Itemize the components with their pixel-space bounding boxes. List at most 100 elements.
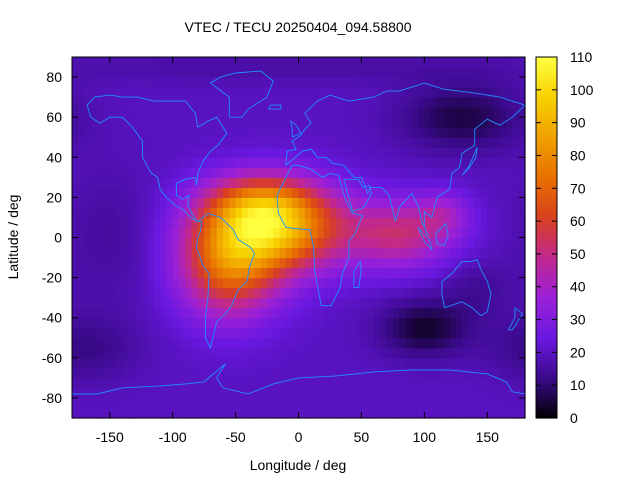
heatmap-cell (506, 397, 514, 409)
heatmap-cell (462, 287, 469, 299)
colorbar-segment (536, 280, 557, 285)
heatmap-cell (399, 377, 407, 389)
heatmap-cell (122, 257, 130, 269)
heatmap-cell (411, 137, 419, 148)
heatmap-cell (424, 267, 432, 279)
heatmap-cell (267, 137, 274, 148)
heatmap-cell (160, 57, 167, 68)
heatmap-cell (134, 257, 142, 269)
heatmap-cell (128, 67, 136, 78)
heatmap-cell (468, 277, 476, 289)
heatmap-cell (279, 267, 287, 279)
heatmap-cell (430, 297, 438, 309)
heatmap-cell (285, 217, 293, 229)
heatmap-cell (153, 107, 161, 118)
heatmap-cell (97, 307, 105, 319)
heatmap-cell (493, 377, 501, 389)
heatmap-cell (267, 157, 274, 168)
colorbar-segment (536, 244, 557, 248)
heatmap-cell (72, 87, 79, 98)
heatmap-cell (97, 217, 105, 229)
heatmap-cell (122, 77, 130, 88)
heatmap-cell (97, 107, 105, 118)
heatmap-cell (84, 367, 92, 379)
heatmap-cell (223, 87, 230, 98)
heatmap-cell (141, 357, 149, 369)
colorbar-segment (536, 355, 557, 360)
heatmap-cell (455, 317, 463, 329)
heatmap-cell (430, 327, 438, 339)
heatmap-cell (386, 337, 394, 349)
heatmap-cell (223, 167, 230, 178)
heatmap-cell (386, 257, 394, 269)
heatmap-cell (185, 187, 193, 198)
heatmap-cell (418, 307, 425, 319)
heatmap-cell (499, 87, 507, 98)
heatmap-cell (279, 107, 287, 118)
heatmap-cell (480, 317, 488, 329)
heatmap-cell (90, 297, 98, 309)
heatmap-cell (298, 347, 306, 359)
heatmap-cell (418, 187, 425, 198)
heatmap-cell (506, 367, 514, 379)
heatmap-cell (311, 97, 318, 108)
heatmap-cell (147, 137, 155, 148)
heatmap-cell (267, 167, 274, 178)
heatmap-cell (178, 397, 186, 409)
heatmap-cell (285, 297, 293, 309)
heatmap-cell (430, 357, 438, 369)
heatmap-cell (185, 327, 193, 339)
heatmap-cell (210, 197, 218, 209)
heatmap-cell (292, 127, 300, 138)
heatmap-cell (518, 247, 526, 259)
heatmap-cell (241, 297, 249, 309)
heatmap-cell (141, 197, 149, 209)
heatmap-cell (399, 57, 407, 68)
heatmap-cell (254, 167, 262, 178)
heatmap-cell (361, 287, 369, 299)
heatmap-cell (185, 57, 193, 68)
heatmap-cell (210, 377, 218, 389)
heatmap-cell (487, 397, 495, 409)
heatmap-cell (204, 147, 212, 158)
colorbar-tick-label: 50 (570, 246, 586, 262)
heatmap-cell (329, 177, 337, 188)
heatmap-cell (512, 317, 520, 329)
heatmap-cell (279, 87, 287, 98)
colorbar-segment (536, 116, 557, 120)
colorbar-segment (536, 345, 557, 350)
heatmap-cell (374, 57, 381, 68)
heatmap-cell (386, 387, 394, 399)
heatmap-cell (223, 377, 230, 389)
heatmap-cell (499, 327, 507, 339)
heatmap-cell (474, 297, 482, 309)
heatmap-cell (480, 217, 488, 229)
heatmap-cell (84, 307, 92, 319)
heatmap-cell (197, 157, 205, 168)
heatmap-cell (323, 217, 331, 229)
heatmap-cell (116, 187, 123, 198)
heatmap-cell (386, 137, 394, 148)
heatmap-cell (84, 197, 92, 209)
heatmap-cell (374, 237, 381, 249)
heatmap-cell (380, 67, 388, 78)
heatmap-cell (374, 67, 381, 78)
heatmap-cell (512, 277, 520, 289)
coastline-australia (441, 259, 492, 317)
heatmap-cell (241, 397, 249, 409)
heatmap-cell (78, 397, 86, 409)
heatmap-cell (436, 257, 444, 269)
heatmap-cell (248, 177, 256, 188)
heatmap-cell (367, 247, 375, 259)
heatmap-cell (499, 367, 507, 379)
heatmap-cell (191, 197, 199, 209)
heatmap-cell (298, 327, 306, 339)
heatmap-cell (166, 227, 174, 239)
heatmap-cell (474, 207, 482, 219)
heatmap-cell (254, 117, 262, 128)
heatmap-cell (499, 177, 507, 188)
heatmap-cell (449, 327, 457, 339)
heatmap-cell (374, 177, 381, 188)
heatmap-cell (197, 177, 205, 188)
heatmap-cell (273, 307, 281, 319)
